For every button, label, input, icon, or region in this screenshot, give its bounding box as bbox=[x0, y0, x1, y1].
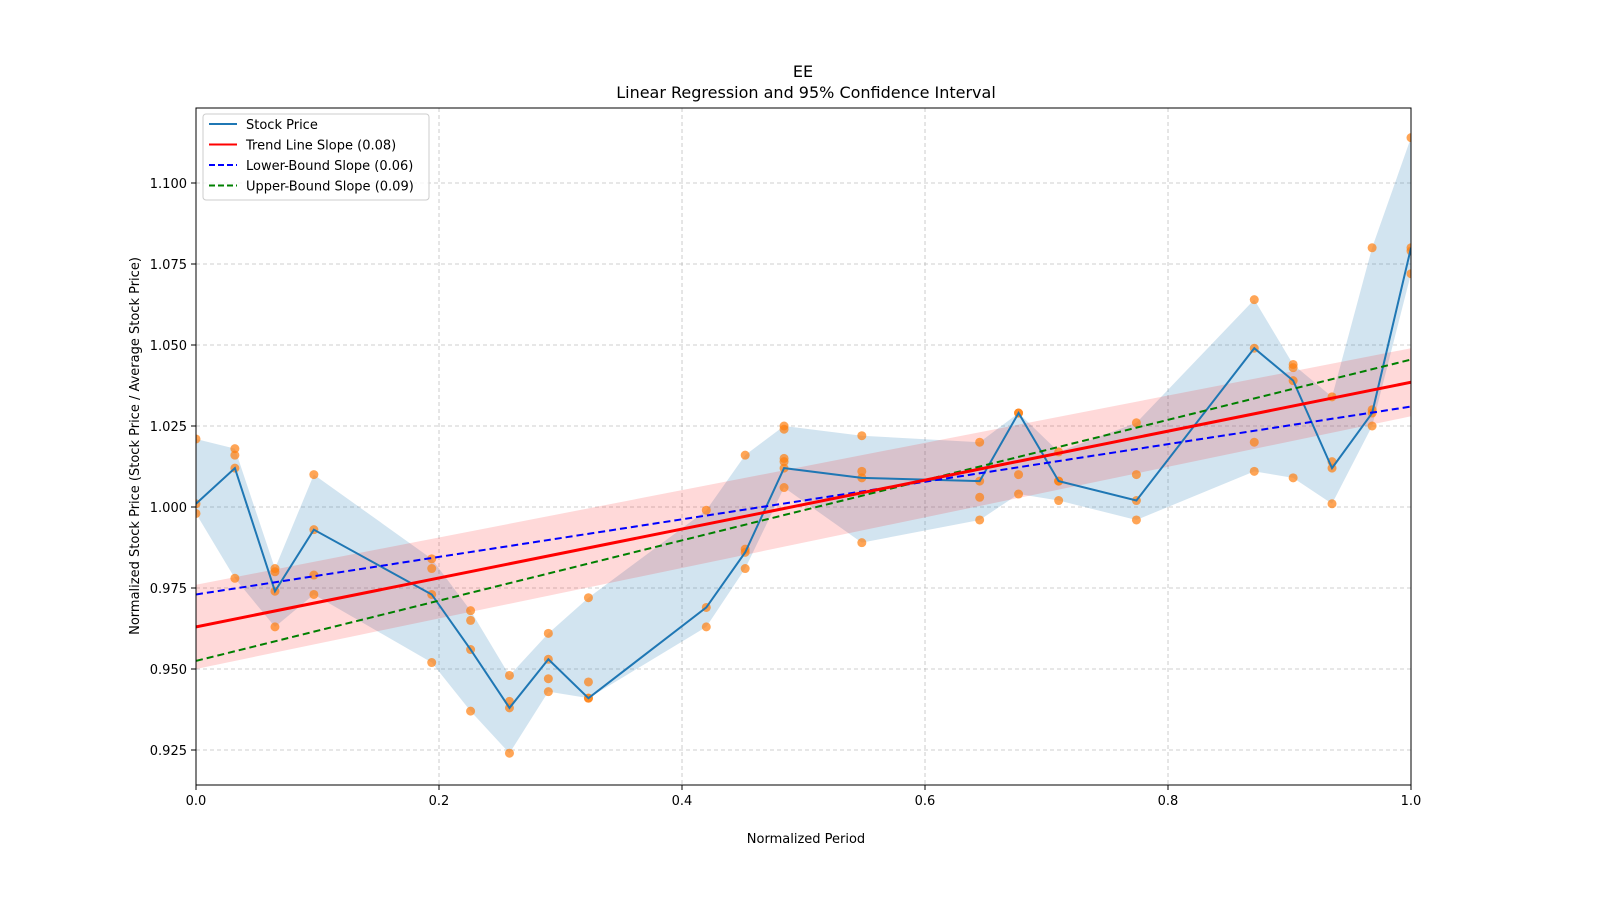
observation-point bbox=[196, 434, 201, 444]
x-tick-label: 1.0 bbox=[1401, 794, 1422, 809]
observation-point bbox=[543, 628, 553, 638]
observation-point bbox=[1249, 437, 1259, 447]
observation-point bbox=[543, 687, 553, 697]
y-tick-label: 1.025 bbox=[150, 420, 187, 435]
observation-point bbox=[779, 483, 789, 493]
y-tick-label: 1.075 bbox=[150, 258, 187, 273]
observation-point bbox=[701, 505, 711, 515]
observation-point bbox=[1054, 496, 1064, 506]
observation-point bbox=[543, 674, 553, 684]
legend-label: Stock Price bbox=[246, 118, 318, 133]
observation-point bbox=[1288, 363, 1298, 373]
observation-point bbox=[466, 615, 476, 625]
y-tick-label: 1.050 bbox=[150, 339, 187, 354]
price-range-band bbox=[196, 137, 1411, 754]
observation-point bbox=[1249, 295, 1259, 305]
observation-point bbox=[1131, 470, 1141, 480]
observation-point bbox=[427, 564, 437, 574]
observation-point bbox=[230, 573, 240, 583]
observation-point bbox=[1288, 473, 1298, 483]
trend-confidence-band bbox=[196, 348, 1411, 669]
observation-point bbox=[1406, 133, 1411, 143]
x-tick-label: 0.2 bbox=[429, 794, 450, 809]
observation-point bbox=[1327, 499, 1337, 509]
legend-box bbox=[202, 113, 430, 201]
grid bbox=[196, 108, 1411, 785]
observation-point bbox=[1014, 470, 1024, 480]
observation-point bbox=[504, 670, 514, 680]
observation-point bbox=[1367, 243, 1377, 253]
y-tick-label: 0.925 bbox=[150, 744, 187, 759]
y-tick-label: 1.100 bbox=[150, 177, 187, 192]
observation-point bbox=[975, 437, 985, 447]
y-tick-label: 0.950 bbox=[150, 663, 187, 678]
y-axis-label: Normalized Stock Price (Stock Price / Av… bbox=[128, 257, 143, 635]
observation-point bbox=[1406, 269, 1411, 279]
observation-point bbox=[427, 658, 437, 668]
plot-frame bbox=[195, 107, 1412, 786]
observation-point bbox=[857, 538, 867, 548]
observation-point bbox=[270, 567, 280, 577]
legend-label: Lower-Bound Slope (0.06) bbox=[246, 159, 413, 174]
observation-point bbox=[230, 444, 240, 454]
plot-area bbox=[196, 133, 1411, 758]
observation-point bbox=[857, 466, 867, 476]
legend: Stock Price Trend Line Slope (0.08) Lower-… bbox=[202, 113, 430, 201]
x-tick-label: 0.6 bbox=[915, 794, 936, 809]
observation-point bbox=[230, 450, 240, 460]
observation-point bbox=[1249, 466, 1259, 476]
observation-point bbox=[309, 589, 319, 599]
legend-label: Trend Line Slope (0.08) bbox=[245, 139, 396, 154]
stock-price-line bbox=[196, 247, 1411, 710]
observation-point bbox=[740, 564, 750, 574]
observation-point bbox=[1367, 421, 1377, 431]
x-tick-label: 0.4 bbox=[672, 794, 693, 809]
observation-point bbox=[779, 424, 789, 434]
y-tick-label: 1.000 bbox=[150, 501, 187, 516]
observation-point bbox=[466, 606, 476, 616]
observation-point bbox=[583, 593, 593, 603]
observation-point bbox=[740, 450, 750, 460]
observation-point bbox=[975, 515, 985, 525]
legend-label: Upper-Bound Slope (0.09) bbox=[246, 180, 414, 195]
trend-line bbox=[196, 380, 1411, 629]
observation-point bbox=[1131, 418, 1141, 428]
x-axis: 0.0 0.2 0.4 0.6 0.8 1.0 bbox=[186, 785, 1422, 809]
x-tick-label: 0.8 bbox=[1158, 794, 1179, 809]
observation-point bbox=[857, 431, 867, 441]
observation-point bbox=[270, 622, 280, 632]
x-tick-label: 0.0 bbox=[186, 794, 207, 809]
y-tick-label: 0.975 bbox=[150, 582, 187, 597]
observation-point bbox=[504, 748, 514, 758]
observation-point bbox=[779, 457, 789, 467]
chart-title: EE bbox=[793, 62, 813, 81]
observation-point bbox=[975, 492, 985, 502]
chart-subtitle: Linear Regression and 95% Confidence Int… bbox=[616, 83, 996, 102]
y-axis: 0.925 0.950 0.975 1.000 1.025 1.050 1.075 1.100 bbox=[150, 177, 196, 759]
observation-point bbox=[583, 677, 593, 687]
observation-point bbox=[701, 622, 711, 632]
lower-bound-line bbox=[196, 405, 1411, 596]
observation-point bbox=[427, 554, 437, 564]
observation-point bbox=[309, 470, 319, 480]
observation-point bbox=[466, 706, 476, 716]
observation-point bbox=[1131, 515, 1141, 525]
observation-point bbox=[1014, 489, 1024, 499]
observation-point bbox=[196, 508, 201, 518]
x-axis-label: Normalized Period bbox=[747, 832, 865, 847]
